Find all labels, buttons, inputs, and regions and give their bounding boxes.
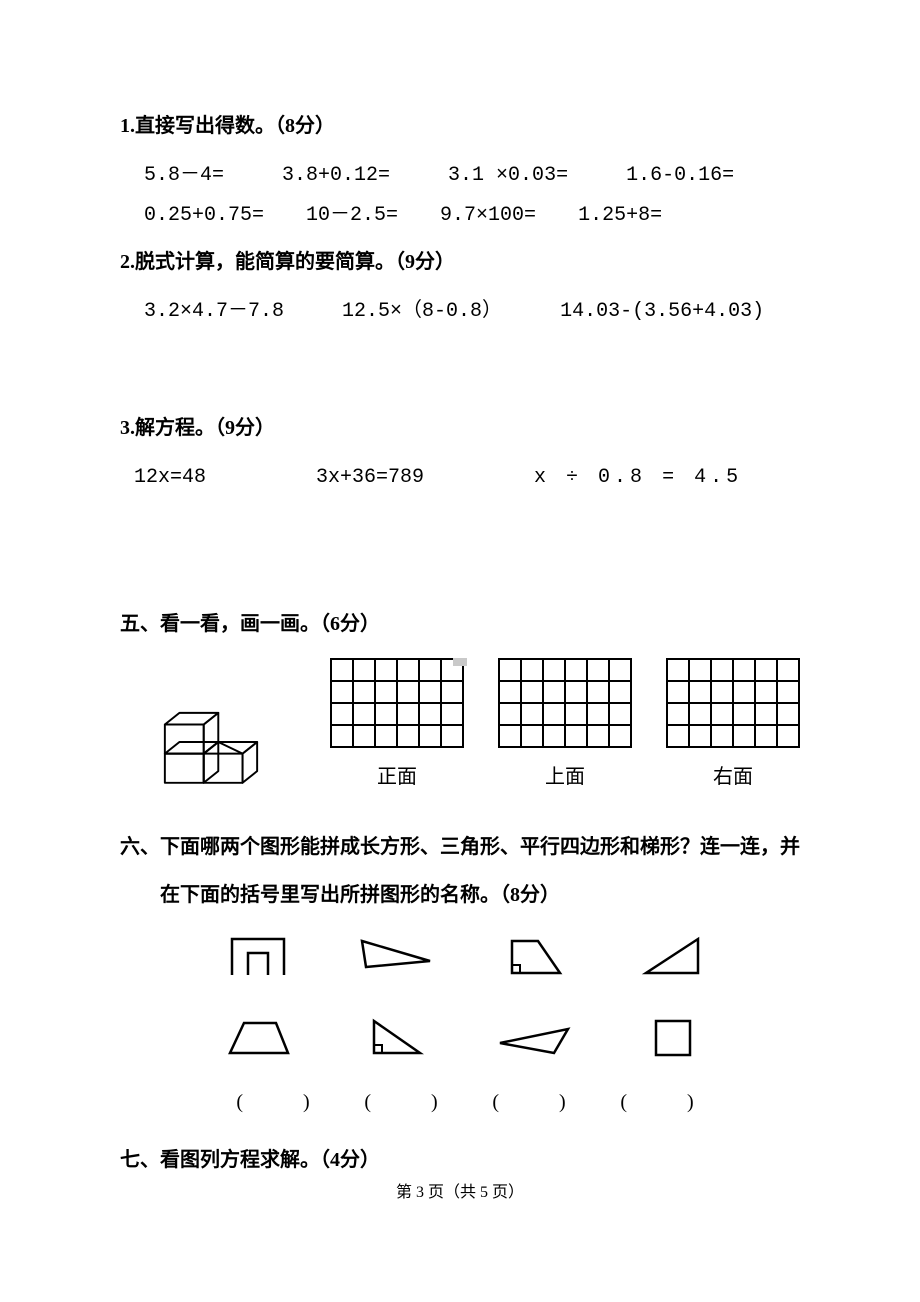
page: 1.直接写出得数。（8分） 5.8－4= 3.8+0.12= 3.1 ×0.03… xyxy=(0,0,920,1302)
paren-1: ( ) xyxy=(223,1085,323,1114)
q1-r1c1: 5.8－4= xyxy=(144,156,224,196)
shape-right-trapezoid-icon xyxy=(494,933,574,979)
q1-r2c3: 9.7×100= xyxy=(440,196,536,236)
workspace-q3 xyxy=(120,498,800,608)
paren-3: ( ) xyxy=(479,1085,579,1114)
q2-title: 2.脱式计算，能简算的要简算。（9分） xyxy=(120,246,800,278)
q1-r2c2: 10－2.5= xyxy=(306,196,398,236)
q1-r2c1: 0.25+0.75= xyxy=(144,196,264,236)
q2-i2: 12.5×（8-0.8） xyxy=(342,292,502,332)
shape-trapezoid-icon xyxy=(218,1013,298,1059)
sec6-title: 六、下面哪两个图形能拼成长方形、三角形、平行四边形和梯形？连一连，并 在下面的括… xyxy=(120,823,800,919)
q1-row1: 5.8－4= 3.8+0.12= 3.1 ×0.03= 1.6-0.16= xyxy=(120,156,800,196)
q1-title: 1.直接写出得数。（8分） xyxy=(120,110,800,142)
shape-bracket-icon xyxy=(218,933,298,979)
sec6-title-l1: 六、下面哪两个图形能拼成长方形、三角形、平行四边形和梯形？连一连，并 xyxy=(120,836,800,858)
shape-right-triangle-icon xyxy=(632,933,712,979)
sec6-title-l2: 在下面的括号里写出所拼图形的名称。（8分） xyxy=(120,871,560,919)
shape-thin-triangle-icon xyxy=(356,933,436,979)
label-front: 正面 xyxy=(377,760,417,789)
shape-square-icon xyxy=(632,1013,712,1059)
q2-i3: 14.03-(3.56+4.03) xyxy=(560,292,764,332)
q1-row2: 0.25+0.75= 10－2.5= 9.7×100= 1.25+8= xyxy=(120,196,800,236)
q3-i3: x ÷ 0.8 = 4.5 xyxy=(534,458,742,498)
grid-top: 上面 xyxy=(498,658,632,789)
q1-r1c4: 1.6-0.16= xyxy=(626,156,734,196)
q1-r1c2: 3.8+0.12= xyxy=(282,156,390,196)
watermark xyxy=(453,658,467,666)
shape-right-triangle2-icon xyxy=(356,1013,436,1059)
q1-r2c4: 1.25+8= xyxy=(578,196,662,236)
q2-items: 3.2×4.7－7.8 12.5×（8-0.8） 14.03-(3.56+4.0… xyxy=(120,292,800,332)
label-top: 上面 xyxy=(545,760,585,789)
sec7-title: 七、看图列方程求解。（4分） xyxy=(120,1144,800,1176)
paren-2: ( ) xyxy=(351,1085,451,1114)
sec6-parens: ( ) ( ) ( ) ( ) xyxy=(120,1085,800,1114)
q3-i2: 3x+36=789 xyxy=(316,458,424,498)
workspace-q2 xyxy=(120,332,800,412)
page-footer: 第 3 页（共 5 页） xyxy=(0,1178,920,1202)
grid-icon xyxy=(498,658,632,748)
cubes-icon xyxy=(160,694,296,789)
q3-title: 3.解方程。（9分） xyxy=(120,412,800,444)
grid-icon xyxy=(666,658,800,748)
label-right: 右面 xyxy=(713,760,753,789)
sec6-shapes: ( ) ( ) ( ) ( ) xyxy=(120,933,800,1114)
grid-front: 正面 xyxy=(330,658,464,789)
grid-icon xyxy=(330,658,464,748)
sec5-figures: 正面 上面 xyxy=(120,658,800,789)
paren-4: ( ) xyxy=(607,1085,707,1114)
grid-right: 右面 xyxy=(666,658,800,789)
sec5-title: 五、看一看，画一画。（6分） xyxy=(120,608,800,640)
shape-wide-triangle-icon xyxy=(494,1013,574,1059)
sec6-row1 xyxy=(120,933,800,979)
q3-i1: 12x=48 xyxy=(134,458,206,498)
q1-r1c3: 3.1 ×0.03= xyxy=(448,156,568,196)
q3-items: 12x=48 3x+36=789 x ÷ 0.8 = 4.5 xyxy=(120,458,800,498)
sec6-row2 xyxy=(120,1013,800,1059)
q2-i1: 3.2×4.7－7.8 xyxy=(144,292,284,332)
